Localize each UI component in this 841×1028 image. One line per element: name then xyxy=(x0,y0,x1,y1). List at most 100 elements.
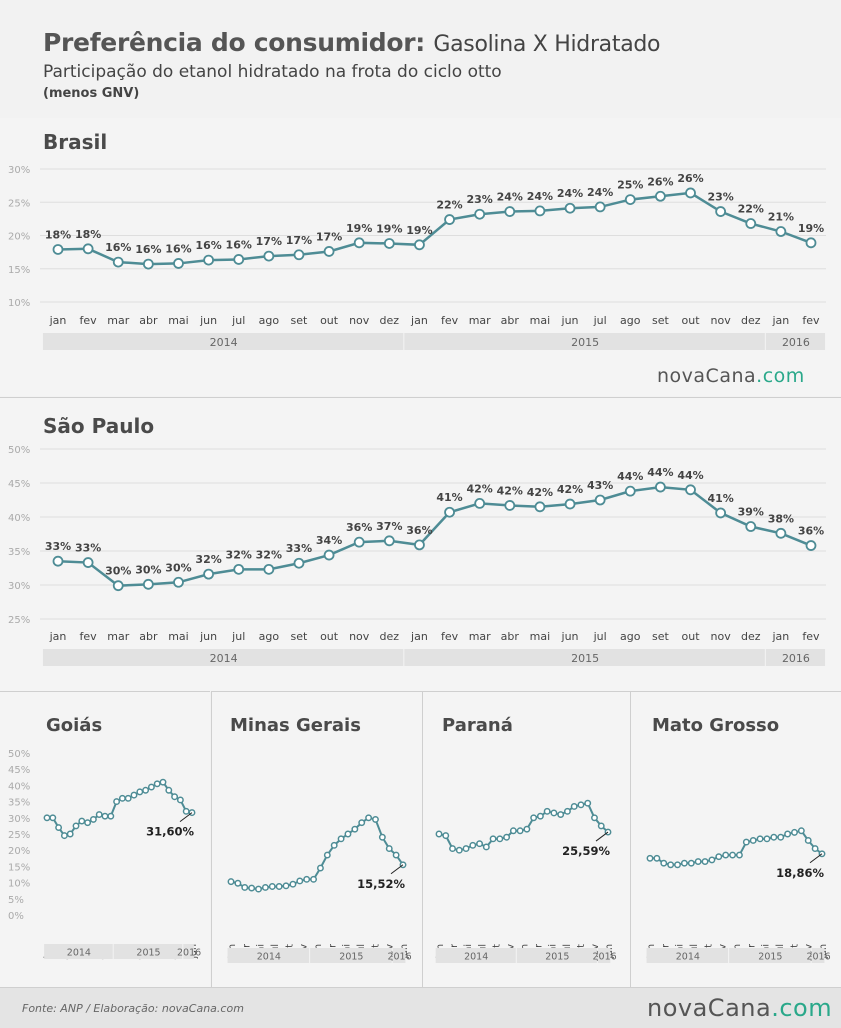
data-point xyxy=(66,830,74,838)
brand-suffix: .com xyxy=(771,994,833,1022)
data-point xyxy=(694,858,702,865)
data-point xyxy=(735,851,743,859)
data-label: 42% xyxy=(497,484,523,497)
end-label-leader xyxy=(179,812,193,823)
data-label: 38% xyxy=(768,512,794,525)
year-label: 2016 xyxy=(387,951,411,962)
data-point xyxy=(153,780,161,788)
data-label: 19% xyxy=(798,222,824,235)
data-point xyxy=(591,814,598,822)
x-tick-label: nov xyxy=(349,314,370,327)
data-point xyxy=(78,817,86,825)
year-band xyxy=(646,948,729,963)
data-point xyxy=(570,803,578,810)
y-tick-label: 20% xyxy=(8,846,30,857)
chart-parana: Paranájanmarmaijulsetnovjanmarmaijulsetn… xyxy=(435,715,617,963)
data-label: 44% xyxy=(647,466,673,479)
chart-title: Paraná xyxy=(442,715,513,736)
data-label: 17% xyxy=(286,234,312,247)
page-header: Preferência do consumidor: Gasolina X Hi… xyxy=(0,0,841,118)
data-point xyxy=(745,521,757,532)
data-point xyxy=(353,536,365,548)
end-label-leader xyxy=(595,831,609,842)
x-tick-label: set xyxy=(652,630,669,643)
x-tick-label: ago xyxy=(620,630,641,643)
year-label: 2016 xyxy=(593,951,617,962)
data-point xyxy=(107,812,115,820)
panel-goias: Goiás0%5%10%15%20%25%30%35%40%45%50%jana… xyxy=(0,691,210,988)
x-tick-label: mar xyxy=(469,314,491,327)
data-point xyxy=(715,507,727,519)
data-point xyxy=(449,845,456,853)
data-point xyxy=(147,783,155,791)
panel-mato-grosso: Mato Grossojanmarmaijulsetnovjanmarmaiju… xyxy=(630,691,841,988)
data-point xyxy=(543,807,551,815)
y-tick-label: 45% xyxy=(8,479,30,490)
data-point xyxy=(203,568,215,580)
data-point xyxy=(165,786,173,794)
data-point xyxy=(82,557,94,568)
data-label: 23% xyxy=(467,193,493,206)
data-label: 23% xyxy=(707,191,733,204)
data-point xyxy=(462,845,470,853)
data-point xyxy=(303,875,311,883)
data-point xyxy=(482,843,490,851)
data-point xyxy=(323,851,331,859)
y-tick-label: 25% xyxy=(8,615,30,626)
year-label: 2014 xyxy=(464,951,488,962)
data-label: 16% xyxy=(105,241,131,254)
data-point xyxy=(791,828,798,836)
year-label: 2014 xyxy=(210,336,238,349)
data-label: 22% xyxy=(738,203,764,216)
x-tick-label: fev xyxy=(80,630,98,643)
year-label: 2015 xyxy=(571,652,599,665)
x-tick-label: fev xyxy=(441,314,459,327)
data-label: 32% xyxy=(226,548,252,561)
data-point xyxy=(344,830,352,838)
data-label: 26% xyxy=(677,172,703,185)
data-label: 39% xyxy=(738,506,764,519)
y-tick-label: 50% xyxy=(8,749,30,760)
data-label: 21% xyxy=(768,211,794,224)
end-value-label: 15,52% xyxy=(357,877,405,891)
year-label: 2016 xyxy=(177,947,201,958)
data-label: 16% xyxy=(165,242,191,255)
data-point xyxy=(624,194,636,205)
year-label: 2015 xyxy=(136,947,160,958)
data-point xyxy=(173,576,184,588)
data-point xyxy=(715,206,727,217)
panel-minas-gerais: Minas Geraisjanmarmaijulsetnovjanmarmaij… xyxy=(211,691,422,988)
data-label: 33% xyxy=(75,542,101,555)
data-point xyxy=(784,830,792,838)
data-label: 41% xyxy=(436,491,462,504)
data-point xyxy=(49,814,57,822)
data-point xyxy=(729,851,737,859)
data-point xyxy=(550,809,558,817)
x-tick-label: out xyxy=(682,630,701,643)
year-band xyxy=(404,649,765,666)
data-point xyxy=(383,535,395,547)
data-point xyxy=(353,237,365,249)
data-point xyxy=(323,549,335,561)
data-label: 17% xyxy=(316,230,342,243)
x-tick-label: mai xyxy=(168,314,189,327)
data-point xyxy=(667,861,675,869)
data-point xyxy=(680,859,688,867)
data-point xyxy=(674,861,681,869)
year-label: 2016 xyxy=(782,652,810,665)
data-point xyxy=(534,205,546,217)
data-point xyxy=(263,250,275,262)
data-point xyxy=(775,226,787,237)
chart-goias: Goiás0%5%10%15%20%25%30%35%40%45%50%jana… xyxy=(8,715,201,960)
data-point xyxy=(173,258,184,269)
data-point xyxy=(268,883,276,890)
data-point xyxy=(701,858,709,865)
x-tick-label: out xyxy=(320,630,339,643)
y-tick-label: 40% xyxy=(8,513,30,524)
data-point xyxy=(584,799,592,807)
x-tick-label: dez xyxy=(741,630,761,643)
brand-name: novaCana xyxy=(647,994,772,1022)
data-point xyxy=(564,202,576,214)
x-tick-label: jun xyxy=(199,630,217,643)
data-point xyxy=(383,238,395,249)
